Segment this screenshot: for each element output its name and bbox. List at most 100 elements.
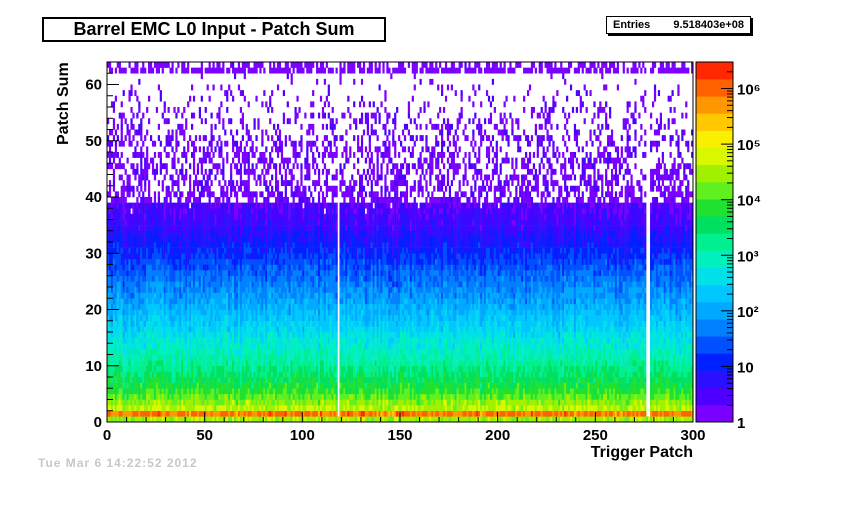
heatmap-cell: [128, 292, 131, 299]
heatmap-cell: [220, 354, 223, 361]
heatmap-cell: [183, 287, 186, 293]
heatmap-cell: [271, 377, 274, 383]
heatmap-cell: [112, 309, 116, 316]
heatmap-cell: [132, 202, 135, 209]
heatmap-cell: [222, 382, 225, 389]
heatmap-cell: [253, 360, 256, 367]
heatmap-cell: [153, 270, 157, 277]
heatmap-cell: [198, 219, 202, 226]
heatmap-cell: [241, 287, 244, 293]
heatmap-cell: [271, 90, 274, 97]
heatmap-cell: [118, 62, 121, 68]
heatmap-cell: [151, 354, 155, 361]
heatmap-cell: [261, 320, 264, 327]
heatmap-cell: [245, 270, 248, 277]
heatmap-cell: [218, 348, 221, 355]
heatmap-cell: [212, 62, 215, 68]
heatmap-cell: [171, 326, 174, 333]
heatmap-cell: [185, 388, 188, 395]
heatmap-cell: [175, 135, 178, 142]
heatmap-cell: [276, 202, 280, 209]
heatmap-cell: [241, 326, 244, 333]
heatmap-cell: [267, 230, 270, 237]
heatmap-cell: [306, 62, 309, 68]
heatmap-cell: [138, 315, 141, 322]
heatmap-cell: [110, 275, 114, 282]
heatmap-cell: [259, 326, 262, 333]
heatmap-cell: [228, 326, 231, 333]
heatmap-cell: [247, 416, 250, 423]
heatmap-cell: [128, 140, 131, 147]
heatmap-cell: [187, 354, 190, 361]
heatmap-cell: [138, 348, 141, 355]
heatmap-cell: [228, 287, 231, 293]
heatmap-cell: [253, 371, 256, 378]
heatmap-cell: [269, 326, 272, 333]
heatmap-cell: [216, 405, 219, 412]
heatmap-cell: [288, 365, 291, 372]
heatmap-cell: [230, 180, 233, 187]
heatmap-cell: [267, 416, 270, 423]
heatmap-cell: [202, 258, 205, 265]
heatmap-cell: [292, 275, 295, 282]
heatmap-cell: [257, 275, 260, 282]
heatmap-cell: [247, 242, 250, 248]
heatmap-cell: [157, 320, 160, 327]
heatmap-cell: [108, 62, 112, 68]
heatmap-cell: [216, 219, 219, 226]
heatmap-cell: [276, 287, 280, 293]
heatmap-cell: [183, 152, 186, 158]
heatmap-cell: [269, 67, 272, 74]
heatmap-cell: [181, 264, 184, 271]
heatmap-cell: [292, 202, 295, 209]
heatmap-cell: [232, 360, 235, 367]
heatmap-cell: [190, 140, 194, 147]
heatmap-cell: [267, 410, 270, 417]
heatmap-cell: [122, 225, 125, 232]
heatmap-cell: [140, 213, 143, 220]
heatmap-cell: [214, 303, 217, 310]
heatmap-cell: [265, 101, 268, 108]
heatmap-cell: [108, 360, 112, 367]
heatmap-cell: [181, 225, 184, 232]
heatmap-cell: [177, 388, 180, 395]
heatmap-cell: [189, 191, 192, 198]
heatmap-cell: [245, 247, 248, 254]
heatmap-cell: [259, 320, 262, 327]
heatmap-cell: [179, 202, 182, 209]
heatmap-cell: [284, 405, 287, 412]
heatmap-cell: [175, 365, 178, 372]
heatmap-cell: [120, 332, 123, 338]
heatmap-cell: [296, 152, 299, 158]
heatmap-cell: [108, 365, 112, 372]
heatmap-cell: [146, 281, 149, 288]
heatmap-cell: [300, 270, 303, 277]
heatmap-cell: [185, 152, 188, 158]
heatmap-cell: [185, 360, 188, 367]
heatmap-cell: [128, 410, 131, 417]
heatmap-cell: [302, 230, 305, 237]
heatmap-cell: [310, 62, 313, 68]
heatmap-cell: [271, 405, 274, 412]
heatmap-cell: [202, 320, 205, 327]
heatmap-cell: [194, 202, 198, 209]
heatmap-cell: [165, 393, 168, 400]
heatmap-cell: [177, 337, 180, 344]
heatmap-cell: [167, 242, 170, 248]
heatmap-cell: [155, 309, 159, 316]
heatmap-cell: [114, 298, 118, 305]
heatmap-cell: [304, 225, 307, 232]
heatmap-cell: [224, 213, 227, 220]
heatmap-cell: [222, 225, 225, 232]
heatmap-cell: [126, 332, 129, 338]
heatmap-cell: [204, 242, 207, 248]
heatmap-cell: [251, 399, 254, 406]
heatmap-cell: [202, 416, 205, 423]
heatmap-cell: [241, 393, 244, 400]
heatmap-cell: [237, 168, 241, 175]
heatmap-cell: [132, 337, 135, 344]
heatmap-cell: [280, 253, 284, 260]
heatmap-cell: [163, 393, 166, 400]
heatmap-cell: [134, 416, 137, 423]
heatmap-cell: [228, 393, 231, 400]
